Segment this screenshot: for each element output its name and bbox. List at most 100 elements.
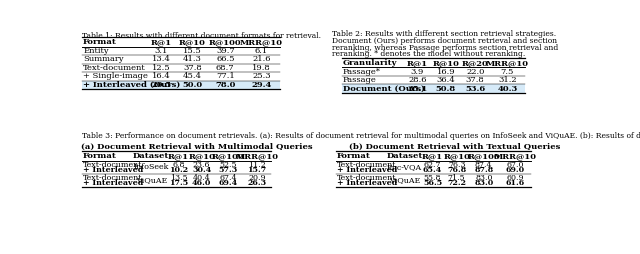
Text: 30.4: 30.4 (192, 166, 211, 174)
Text: 10.2: 10.2 (169, 166, 188, 174)
Text: 78.0: 78.0 (215, 81, 236, 89)
Text: 46.0: 46.0 (192, 179, 211, 187)
Text: 25.3: 25.3 (252, 72, 271, 80)
Text: 60.9: 60.9 (506, 174, 524, 182)
Text: 23.6: 23.6 (193, 161, 211, 169)
Text: MRR@10: MRR@10 (493, 152, 536, 160)
Text: 67.0: 67.0 (506, 161, 524, 169)
Text: 68.7: 68.7 (216, 64, 235, 72)
Text: 3.9: 3.9 (411, 68, 424, 76)
Text: 40.3: 40.3 (497, 85, 518, 93)
Text: 36.4: 36.4 (436, 76, 455, 84)
Text: 39.7: 39.7 (216, 47, 235, 55)
Text: R@100: R@100 (212, 152, 244, 160)
Text: 7.5: 7.5 (500, 68, 514, 76)
Text: R@100: R@100 (209, 38, 242, 46)
Text: + Interleaved: + Interleaved (337, 166, 397, 174)
Text: 87.8: 87.8 (474, 166, 493, 174)
Text: R@100: R@100 (467, 152, 500, 160)
Text: 57.3: 57.3 (218, 166, 237, 174)
Text: R@10: R@10 (188, 152, 215, 160)
Text: 13.4: 13.4 (152, 55, 171, 63)
Text: Format: Format (337, 152, 371, 160)
Text: InfoSeek: InfoSeek (134, 163, 169, 171)
Text: Passage*: Passage* (343, 68, 381, 76)
Text: 31.2: 31.2 (498, 76, 516, 84)
Text: Document (Ours): Document (Ours) (343, 85, 424, 93)
Text: Document (Ours) performs document retrieval and section: Document (Ours) performs document retrie… (332, 37, 557, 45)
Text: 72.2: 72.2 (447, 179, 466, 187)
Text: + Interleaved: + Interleaved (83, 179, 143, 187)
Text: Text-document: Text-document (83, 161, 143, 169)
Text: 69.0: 69.0 (505, 166, 524, 174)
Text: reranking, whereas Passage performs section retrieval and: reranking, whereas Passage performs sect… (332, 44, 558, 52)
Text: 65.4: 65.4 (423, 166, 442, 174)
Text: R@1: R@1 (151, 38, 172, 46)
Text: 6.1: 6.1 (255, 47, 268, 55)
FancyBboxPatch shape (83, 81, 280, 89)
Text: + Interleaved: + Interleaved (83, 166, 143, 174)
Text: 19.8: 19.8 (252, 64, 271, 72)
Text: 45.4: 45.4 (183, 72, 202, 80)
Text: 6.8: 6.8 (172, 161, 185, 169)
Text: Text-document: Text-document (337, 174, 396, 182)
Text: Table 2: Results with different section retrieval strategies.: Table 2: Results with different section … (332, 30, 556, 38)
Text: + Interleaved: + Interleaved (337, 179, 397, 187)
Text: 69.4: 69.4 (218, 179, 237, 187)
Text: 22.0: 22.0 (466, 68, 484, 76)
Text: 35.1: 35.1 (408, 85, 428, 93)
Text: (b) Document Retrieval with Textual Queries: (b) Document Retrieval with Textual Quer… (349, 143, 560, 151)
Text: Dataset: Dataset (387, 152, 423, 160)
Text: 28.6: 28.6 (408, 76, 427, 84)
Text: Text-document: Text-document (83, 64, 146, 72)
Text: Granularity: Granularity (343, 59, 397, 67)
Text: 3.1: 3.1 (155, 47, 168, 55)
Text: 21.6: 21.6 (252, 55, 271, 63)
Text: 52.5: 52.5 (220, 161, 237, 169)
Text: 16.4: 16.4 (152, 72, 171, 80)
Text: Text-document: Text-document (83, 174, 143, 182)
Text: Table 3: Performance on document retrievals. (a): Results of document retrieval : Table 3: Performance on document retriev… (83, 132, 640, 140)
Text: R@10: R@10 (179, 38, 206, 46)
Text: 40.4: 40.4 (193, 174, 211, 182)
Text: 29.4: 29.4 (251, 81, 271, 89)
Text: 71.5: 71.5 (448, 174, 465, 182)
Text: 15.7: 15.7 (247, 166, 266, 174)
Text: 56.5: 56.5 (423, 179, 442, 187)
Text: 83.0: 83.0 (475, 174, 493, 182)
Text: 37.8: 37.8 (183, 64, 202, 72)
Text: 87.4: 87.4 (475, 161, 493, 169)
Text: ViQuAE: ViQuAE (136, 176, 167, 184)
Text: + Interleaved (Ours): + Interleaved (Ours) (83, 81, 180, 89)
Text: 13.5: 13.5 (170, 174, 188, 182)
Text: Entity: Entity (83, 47, 109, 55)
Text: MRR@10: MRR@10 (240, 38, 283, 46)
Text: 17.5: 17.5 (169, 179, 188, 187)
Text: MRR@10: MRR@10 (486, 59, 529, 67)
Text: Summary: Summary (83, 55, 124, 63)
Text: Dataset: Dataset (133, 152, 170, 160)
Text: 11.2: 11.2 (248, 161, 266, 169)
Text: Format: Format (83, 152, 117, 160)
Text: (a) Document Retrieval with Multimodal Queries: (a) Document Retrieval with Multimodal Q… (81, 143, 313, 151)
Text: R@10: R@10 (433, 59, 460, 67)
FancyBboxPatch shape (342, 84, 525, 93)
Text: reranking. * denotes the model without reranking.: reranking. * denotes the model without r… (332, 50, 525, 58)
Text: Enc-VQA: Enc-VQA (387, 163, 422, 171)
Text: 15.5: 15.5 (183, 47, 202, 55)
Text: 26.3: 26.3 (247, 179, 266, 187)
Text: 66.5: 66.5 (216, 55, 235, 63)
Text: R@1: R@1 (168, 152, 189, 160)
Text: 50.8: 50.8 (436, 85, 456, 93)
Text: 12.5: 12.5 (152, 64, 171, 72)
Text: R@20: R@20 (462, 59, 488, 67)
Text: 53.6: 53.6 (465, 85, 485, 93)
Text: 37.8: 37.8 (466, 76, 484, 84)
Text: MRR@10: MRR@10 (236, 152, 278, 160)
Text: Format: Format (83, 38, 117, 46)
Text: 20.5: 20.5 (151, 81, 172, 89)
Text: 55.8: 55.8 (424, 174, 442, 182)
Text: R@1: R@1 (422, 152, 443, 160)
Text: 41.3: 41.3 (183, 55, 202, 63)
Text: 62.7: 62.7 (424, 161, 442, 169)
